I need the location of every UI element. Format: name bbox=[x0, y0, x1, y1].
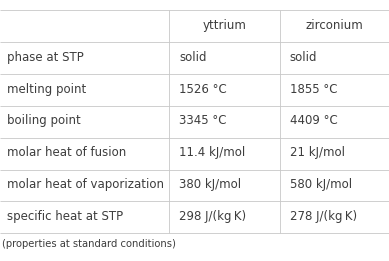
Text: (properties at standard conditions): (properties at standard conditions) bbox=[2, 239, 176, 249]
Text: 21 kJ/mol: 21 kJ/mol bbox=[290, 146, 345, 159]
Text: zirconium: zirconium bbox=[306, 19, 363, 32]
Text: 278 J/(kg K): 278 J/(kg K) bbox=[290, 210, 357, 223]
Text: 11.4 kJ/mol: 11.4 kJ/mol bbox=[179, 146, 245, 159]
Text: molar heat of vaporization: molar heat of vaporization bbox=[7, 178, 164, 191]
Text: phase at STP: phase at STP bbox=[7, 51, 84, 64]
Text: 1855 °C: 1855 °C bbox=[290, 82, 337, 96]
Text: 580 kJ/mol: 580 kJ/mol bbox=[290, 178, 352, 191]
Text: solid: solid bbox=[179, 51, 207, 64]
Text: 1526 °C: 1526 °C bbox=[179, 82, 227, 96]
Text: boiling point: boiling point bbox=[7, 114, 81, 127]
Text: specific heat at STP: specific heat at STP bbox=[7, 210, 123, 223]
Text: 4409 °C: 4409 °C bbox=[290, 114, 338, 127]
Text: melting point: melting point bbox=[7, 82, 86, 96]
Text: molar heat of fusion: molar heat of fusion bbox=[7, 146, 126, 159]
Text: yttrium: yttrium bbox=[203, 19, 247, 32]
Text: 380 kJ/mol: 380 kJ/mol bbox=[179, 178, 241, 191]
Text: solid: solid bbox=[290, 51, 317, 64]
Text: 3345 °C: 3345 °C bbox=[179, 114, 226, 127]
Text: 298 J/(kg K): 298 J/(kg K) bbox=[179, 210, 246, 223]
